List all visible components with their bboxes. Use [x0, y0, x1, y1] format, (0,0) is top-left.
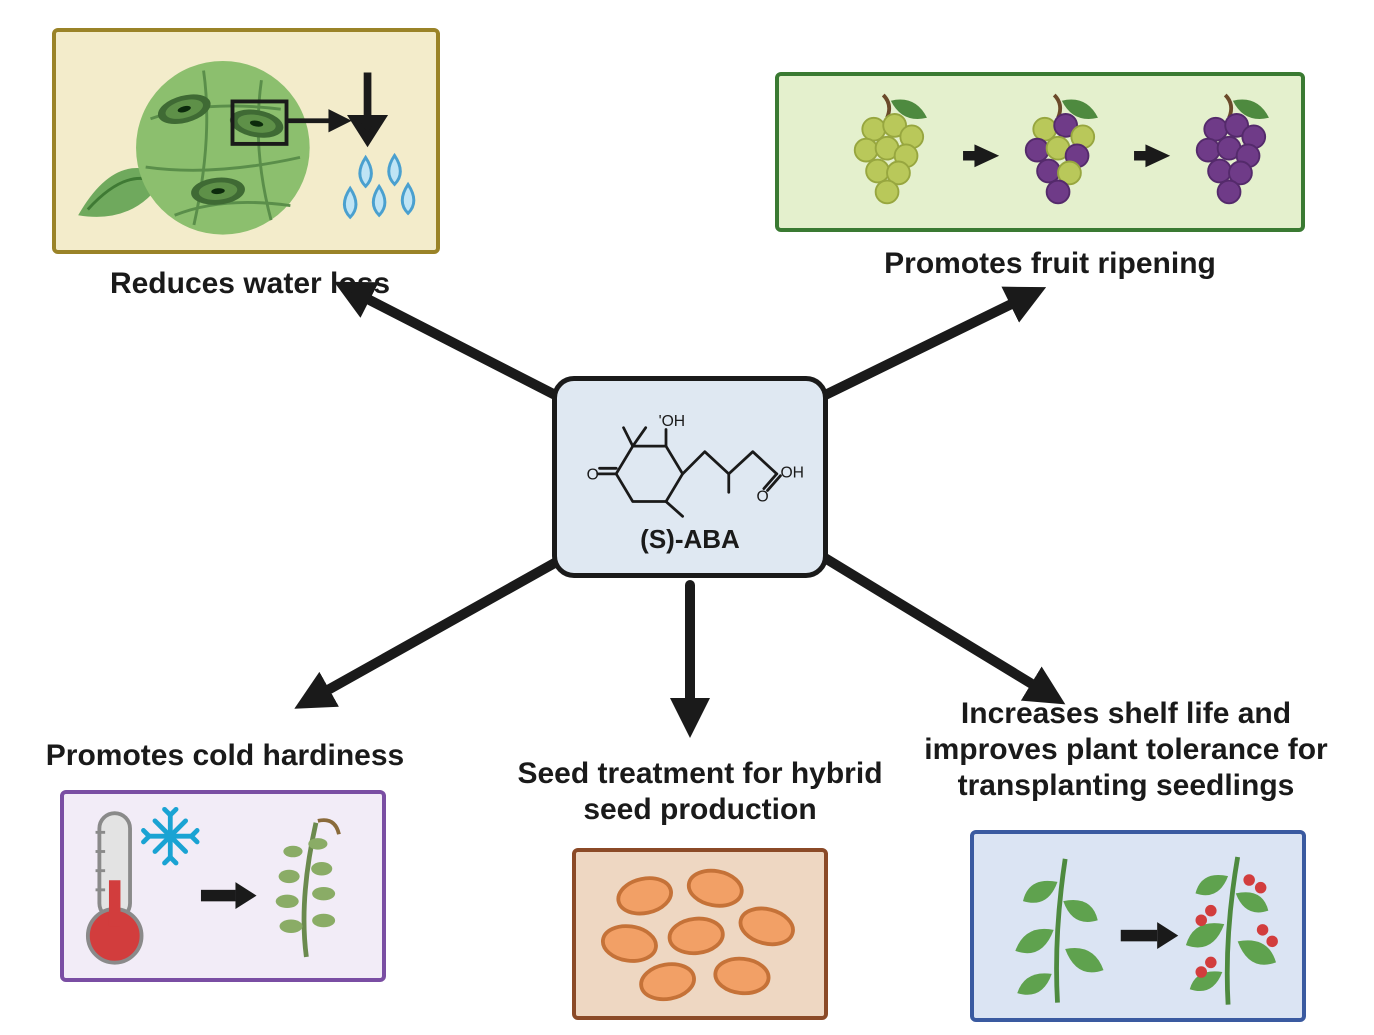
molecule-structure: 'OH O O OH [575, 400, 805, 520]
diagram-canvas: 'OH O O OH (S)-ABA [0, 0, 1374, 1035]
water-loss-graphic [56, 32, 436, 250]
arrow-right-icon [1121, 922, 1179, 949]
panel-fruit-ripening [775, 72, 1305, 232]
center-molecule-label: (S)-ABA [640, 524, 740, 555]
arrow-to-ripen [815, 295, 1030, 400]
caption-cold-hardiness: Promotes cold hardiness [30, 738, 420, 774]
grape-cluster-mixed-icon [1026, 95, 1098, 203]
shelf-life-graphic [974, 834, 1302, 1018]
panel-water-loss [52, 28, 440, 254]
cold-hardiness-graphic [64, 794, 382, 978]
hardy-plant-icon [276, 820, 339, 957]
arrow-to-cold [310, 560, 560, 700]
caption-water-loss: Reduces water loss [70, 266, 430, 302]
seedling-icon [1015, 859, 1103, 1003]
caption-shelf-life: Increases shelf life and improves plant … [906, 696, 1346, 804]
svg-text:'OH: 'OH [659, 412, 686, 429]
arrow-to-shelf [820, 555, 1050, 695]
svg-text:O: O [756, 488, 768, 505]
panel-shelf-life [970, 830, 1306, 1022]
arrow-to-water [350, 290, 565, 400]
caption-seed-treatment: Seed treatment for hybrid seed productio… [490, 756, 910, 828]
fruiting-plant-icon [1186, 857, 1278, 1005]
seeds-icon [601, 867, 797, 1004]
fruit-ripening-graphic [779, 76, 1301, 228]
seeds-graphic [576, 852, 824, 1016]
thermometer-icon [88, 813, 142, 963]
grape-cluster-green-icon [855, 95, 927, 203]
panel-cold-hardiness [60, 790, 386, 982]
arrow-right-icon [201, 882, 257, 909]
snowflake-icon [143, 809, 197, 863]
water-drops-icon [344, 155, 413, 217]
down-arrow-icon [354, 73, 381, 141]
svg-text:OH: OH [780, 464, 804, 481]
svg-text:O: O [587, 466, 599, 483]
panel-seed-treatment [572, 848, 828, 1020]
grape-cluster-purple-icon [1197, 95, 1269, 203]
center-molecule-box: 'OH O O OH (S)-ABA [552, 376, 828, 578]
caption-fruit-ripening: Promotes fruit ripening [840, 246, 1260, 282]
